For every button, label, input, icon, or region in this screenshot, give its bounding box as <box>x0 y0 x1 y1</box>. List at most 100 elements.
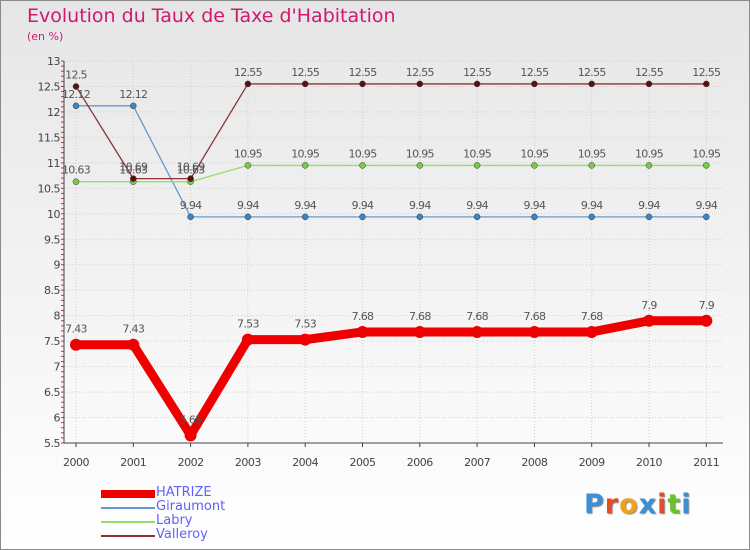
data-point <box>244 162 252 169</box>
data-point <box>413 325 426 338</box>
data-label: 9.94 <box>409 199 431 212</box>
data-point <box>299 333 312 346</box>
x-tick-label: 2006 <box>407 456 433 469</box>
data-label: 5.65 <box>180 413 202 426</box>
data-point <box>473 213 481 221</box>
data-label: 10.95 <box>635 147 664 160</box>
data-label: 12.5 <box>65 68 87 81</box>
chart-subtitle: (en %) <box>27 30 64 43</box>
data-label: 9.94 <box>524 199 546 212</box>
y-tick-label: 7 <box>54 361 61 374</box>
data-point <box>241 333 254 346</box>
legend-swatch <box>101 521 155 523</box>
data-point <box>416 80 424 88</box>
data-label: 12.55 <box>520 66 549 79</box>
y-tick-label: 12.5 <box>38 80 61 93</box>
data-label: 12.55 <box>463 66 492 79</box>
data-point <box>643 314 655 327</box>
legend-swatch <box>101 535 155 537</box>
legend-label: HATRIZE <box>156 485 212 500</box>
x-tick-label: 2007 <box>464 456 490 469</box>
data-label: 9.94 <box>180 199 202 212</box>
data-label: 7.9 <box>699 299 715 312</box>
data-label: 9.94 <box>466 199 488 212</box>
series-line-labry <box>76 164 707 183</box>
data-label: 12.12 <box>119 88 147 101</box>
data-point <box>588 162 595 169</box>
y-tick-label: 9.5 <box>44 233 60 246</box>
data-point <box>700 314 713 327</box>
data-label: 10.95 <box>291 147 320 160</box>
y-tick-label: 6 <box>54 412 61 425</box>
data-label: 9.94 <box>352 199 374 212</box>
data-label: 10.95 <box>578 147 607 160</box>
data-label: 7.43 <box>122 323 144 336</box>
data-point <box>416 162 424 169</box>
data-label: 7.68 <box>352 310 374 323</box>
x-tick-label: 2011 <box>693 456 719 469</box>
logo-letter: P <box>584 489 605 520</box>
y-tick-label: 7.5 <box>44 335 60 348</box>
data-label: 7.68 <box>524 310 546 323</box>
data-point <box>416 213 424 221</box>
y-tick-label: 9 <box>54 259 61 272</box>
data-label: 10.95 <box>520 147 549 160</box>
data-point <box>588 213 595 221</box>
series-line-hatrize <box>76 316 707 440</box>
data-label: 7.53 <box>237 318 259 331</box>
y-tick-label: 10 <box>47 208 60 221</box>
data-point <box>72 102 80 110</box>
data-point <box>244 213 252 221</box>
logo-letter: i <box>657 489 668 520</box>
data-label: 12.55 <box>234 66 263 79</box>
data-point <box>703 213 710 221</box>
data-point <box>127 338 140 351</box>
data-point <box>301 162 309 169</box>
data-label: 10.63 <box>62 164 91 177</box>
data-label: 12.12 <box>62 88 90 101</box>
data-label: 9.94 <box>581 199 603 212</box>
data-label: 9.94 <box>695 199 717 212</box>
data-point <box>356 325 369 338</box>
data-point <box>359 80 366 88</box>
data-point <box>72 83 80 90</box>
logo-letter: r <box>604 489 620 520</box>
legend-label: Giraumont <box>156 499 226 514</box>
data-point <box>184 429 197 442</box>
data-label: 10.69 <box>119 161 148 174</box>
data-point <box>301 213 309 221</box>
data-label: 10.95 <box>349 147 378 160</box>
data-label: 9.94 <box>237 199 259 212</box>
data-label: 7.53 <box>294 318 316 331</box>
data-point <box>531 213 538 221</box>
y-tick-label: 11 <box>47 157 60 170</box>
series-line-valleroy <box>75 83 707 180</box>
x-tick-label: 2010 <box>636 456 662 469</box>
y-tick-label: 5.5 <box>44 437 60 450</box>
data-label: 10.95 <box>692 147 721 160</box>
legend-swatch <box>101 490 155 498</box>
data-point <box>471 325 484 338</box>
data-point <box>585 325 598 338</box>
y-tick-label: 6.5 <box>44 386 60 399</box>
legend-label: Valleroy <box>156 527 208 542</box>
data-point <box>703 162 710 169</box>
legend-swatch <box>101 507 155 509</box>
data-label: 9.94 <box>294 199 316 212</box>
data-point <box>244 80 252 88</box>
data-label: 10.95 <box>234 147 263 160</box>
data-point <box>531 80 538 88</box>
data-label: 10.69 <box>177 161 206 174</box>
data-point <box>359 162 366 169</box>
data-label: 10.95 <box>406 147 435 160</box>
data-label: 12.55 <box>349 66 378 79</box>
data-point <box>528 325 541 338</box>
data-point <box>301 80 309 88</box>
x-tick-label: 2002 <box>178 456 204 469</box>
series-line-giraumont <box>76 105 707 218</box>
x-tick-label: 2001 <box>120 456 146 469</box>
data-point <box>645 80 653 88</box>
data-point <box>473 162 481 169</box>
